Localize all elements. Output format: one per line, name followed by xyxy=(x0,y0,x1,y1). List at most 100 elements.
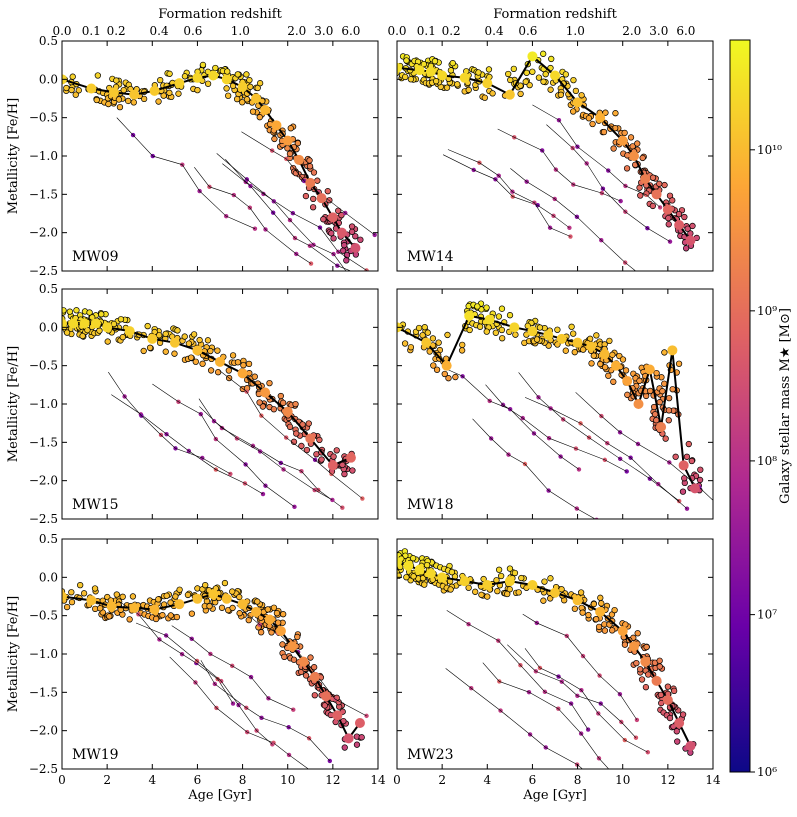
y-tick-label: −1.0 xyxy=(29,647,58,661)
main-progenitor-point xyxy=(62,591,67,602)
scatter-point xyxy=(665,417,672,424)
scatter-point xyxy=(311,664,318,671)
main-progenitor-point xyxy=(572,337,583,348)
scatter-point xyxy=(294,633,301,641)
satellite-track xyxy=(135,622,273,745)
x-tick-label: 8 xyxy=(574,773,582,787)
main-progenitor-point xyxy=(629,641,639,652)
x-tick-label: 6 xyxy=(194,773,202,787)
scatter-point xyxy=(307,654,314,661)
scatter-point xyxy=(504,590,511,598)
scatter-point xyxy=(116,103,124,111)
scatter-point xyxy=(96,327,103,334)
scatter-point xyxy=(324,188,331,195)
scatter-point xyxy=(459,341,466,349)
scatter-point xyxy=(506,565,514,572)
satellite-track xyxy=(199,406,343,508)
scatter-point xyxy=(447,586,454,593)
scatter-point xyxy=(661,349,668,356)
scatter-point xyxy=(403,574,410,581)
track-point xyxy=(366,276,370,280)
main-progenitor-point xyxy=(350,243,361,253)
scatter-point xyxy=(236,593,243,601)
scatter-point xyxy=(497,572,505,580)
scatter-point xyxy=(86,309,93,316)
satellite-track xyxy=(216,153,347,271)
scatter-point xyxy=(175,90,182,97)
main-progenitor-point xyxy=(425,568,436,579)
scatter-point xyxy=(162,330,169,338)
scatter-point xyxy=(670,687,678,695)
scatter-point xyxy=(104,338,111,345)
main-progenitor-point xyxy=(102,322,113,333)
scatter-point xyxy=(257,629,265,636)
scatter-point xyxy=(63,603,71,611)
scatter-point xyxy=(204,80,212,87)
panel-mw23: 0 2 4 6 8 10 12 14 MW23 Age [Gyr] xyxy=(393,538,721,803)
satellite-track xyxy=(472,418,596,519)
scatter-point xyxy=(554,326,561,333)
scatter-point xyxy=(697,466,704,473)
scatter-point xyxy=(665,407,673,414)
scatter-point xyxy=(682,245,690,252)
main-progenitor-point xyxy=(674,718,685,728)
scatter-point xyxy=(156,332,163,339)
top-tick-label: 0.2 xyxy=(442,24,461,38)
scatter-point xyxy=(245,360,253,368)
scatter-point xyxy=(310,169,318,176)
main-progenitor-point xyxy=(86,83,97,94)
scatter-point xyxy=(155,98,162,105)
scatter-point xyxy=(63,329,71,336)
scatter-point xyxy=(75,87,82,94)
y-tick-label: 0.0 xyxy=(39,72,58,86)
scatter-point xyxy=(449,60,456,67)
main-progenitor-point xyxy=(354,718,365,728)
main-progenitor-point xyxy=(287,641,298,652)
scatter-point xyxy=(511,569,519,577)
main-progenitor-point xyxy=(464,310,475,321)
scatter-point xyxy=(624,391,631,398)
main-progenitor-point xyxy=(251,93,262,104)
satellite-track xyxy=(446,610,589,730)
scatter-point xyxy=(572,87,580,95)
scatter-point xyxy=(214,369,222,376)
scatter-point xyxy=(570,330,577,337)
scatter-point xyxy=(407,344,415,351)
scatter-point xyxy=(204,337,212,344)
scatter-point xyxy=(328,230,335,237)
scatter-point xyxy=(270,604,278,611)
main-progenitor-point xyxy=(343,733,354,744)
scatter-point xyxy=(518,574,525,582)
scatter-point xyxy=(647,387,654,395)
y-tick-label: −2.0 xyxy=(29,474,58,488)
main-progenitor-point xyxy=(79,318,90,329)
scatter-point xyxy=(223,85,230,92)
main-progenitor-point xyxy=(414,65,425,76)
scatter-point xyxy=(256,80,264,87)
scatter-point xyxy=(206,603,213,610)
main-progenitor-point xyxy=(685,741,696,751)
scatter-point xyxy=(192,358,199,365)
scatter-point xyxy=(498,305,506,312)
satellite-track xyxy=(198,398,333,501)
scatter-point xyxy=(465,584,472,591)
y-tick-label: 0.0 xyxy=(39,570,58,584)
scatter-point xyxy=(130,99,137,106)
y-tick-label: 0.5 xyxy=(39,282,58,296)
scatter-point xyxy=(113,77,120,84)
scatter-point xyxy=(281,653,288,661)
scatter-point xyxy=(601,627,609,634)
scatter-point xyxy=(526,81,533,89)
main-progenitor-point xyxy=(482,78,493,89)
satellite-track xyxy=(152,383,295,508)
scatter-point xyxy=(483,304,490,311)
satellite-track xyxy=(200,660,331,762)
scatter-point xyxy=(643,643,650,651)
y-tick-label: −2.5 xyxy=(29,762,58,776)
scatter-point xyxy=(330,235,337,242)
scatter-point xyxy=(595,623,603,631)
main-progenitor-point xyxy=(421,337,432,348)
top-tick-label: 1.0 xyxy=(566,24,585,38)
top-tick-label: 0.6 xyxy=(183,24,202,38)
main-progenitor-point xyxy=(617,135,628,146)
